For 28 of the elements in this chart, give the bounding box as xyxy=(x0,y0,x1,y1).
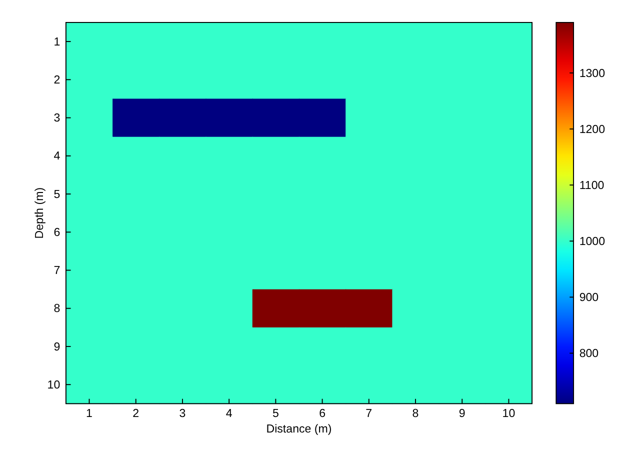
y-tick-label: 8 xyxy=(54,303,60,316)
y-tick-label: 5 xyxy=(54,188,60,201)
x-tick-label: 6 xyxy=(319,408,326,420)
x-tick-label: 3 xyxy=(179,408,186,420)
x-tick-label: 1 xyxy=(86,408,92,420)
y-tick-label: 1 xyxy=(54,36,60,48)
color-bar-label: 900 xyxy=(579,292,599,304)
y-axis-title: Depth (m) xyxy=(34,187,46,239)
x-axis-title: Distance (m) xyxy=(266,424,332,436)
color-bar-label: 1300 xyxy=(579,68,606,80)
x-tick-label: 7 xyxy=(366,408,372,420)
x-tick-label: 8 xyxy=(412,408,419,420)
x-tick-label: 4 xyxy=(226,408,233,420)
y-tick-label: 10 xyxy=(47,379,60,392)
x-tick-label: 9 xyxy=(458,408,466,420)
x-tick-label: 2 xyxy=(132,408,140,420)
color-bar-label: 1100 xyxy=(579,180,604,192)
y-tick-label: 4 xyxy=(54,150,61,163)
x-tick-label: 10 xyxy=(502,408,516,420)
y-tick-label: 2 xyxy=(54,74,60,87)
y-tick-label: 7 xyxy=(54,265,60,278)
y-tick-label: 6 xyxy=(54,226,60,239)
y-tick-label: 3 xyxy=(54,112,60,125)
x-tick-label: 5 xyxy=(272,408,279,420)
color-bar-label: 800 xyxy=(579,348,599,360)
color-bar-label: 1000 xyxy=(579,236,606,248)
color-bar-label: 1200 xyxy=(579,124,606,136)
y-tick-label: 9 xyxy=(54,341,60,354)
